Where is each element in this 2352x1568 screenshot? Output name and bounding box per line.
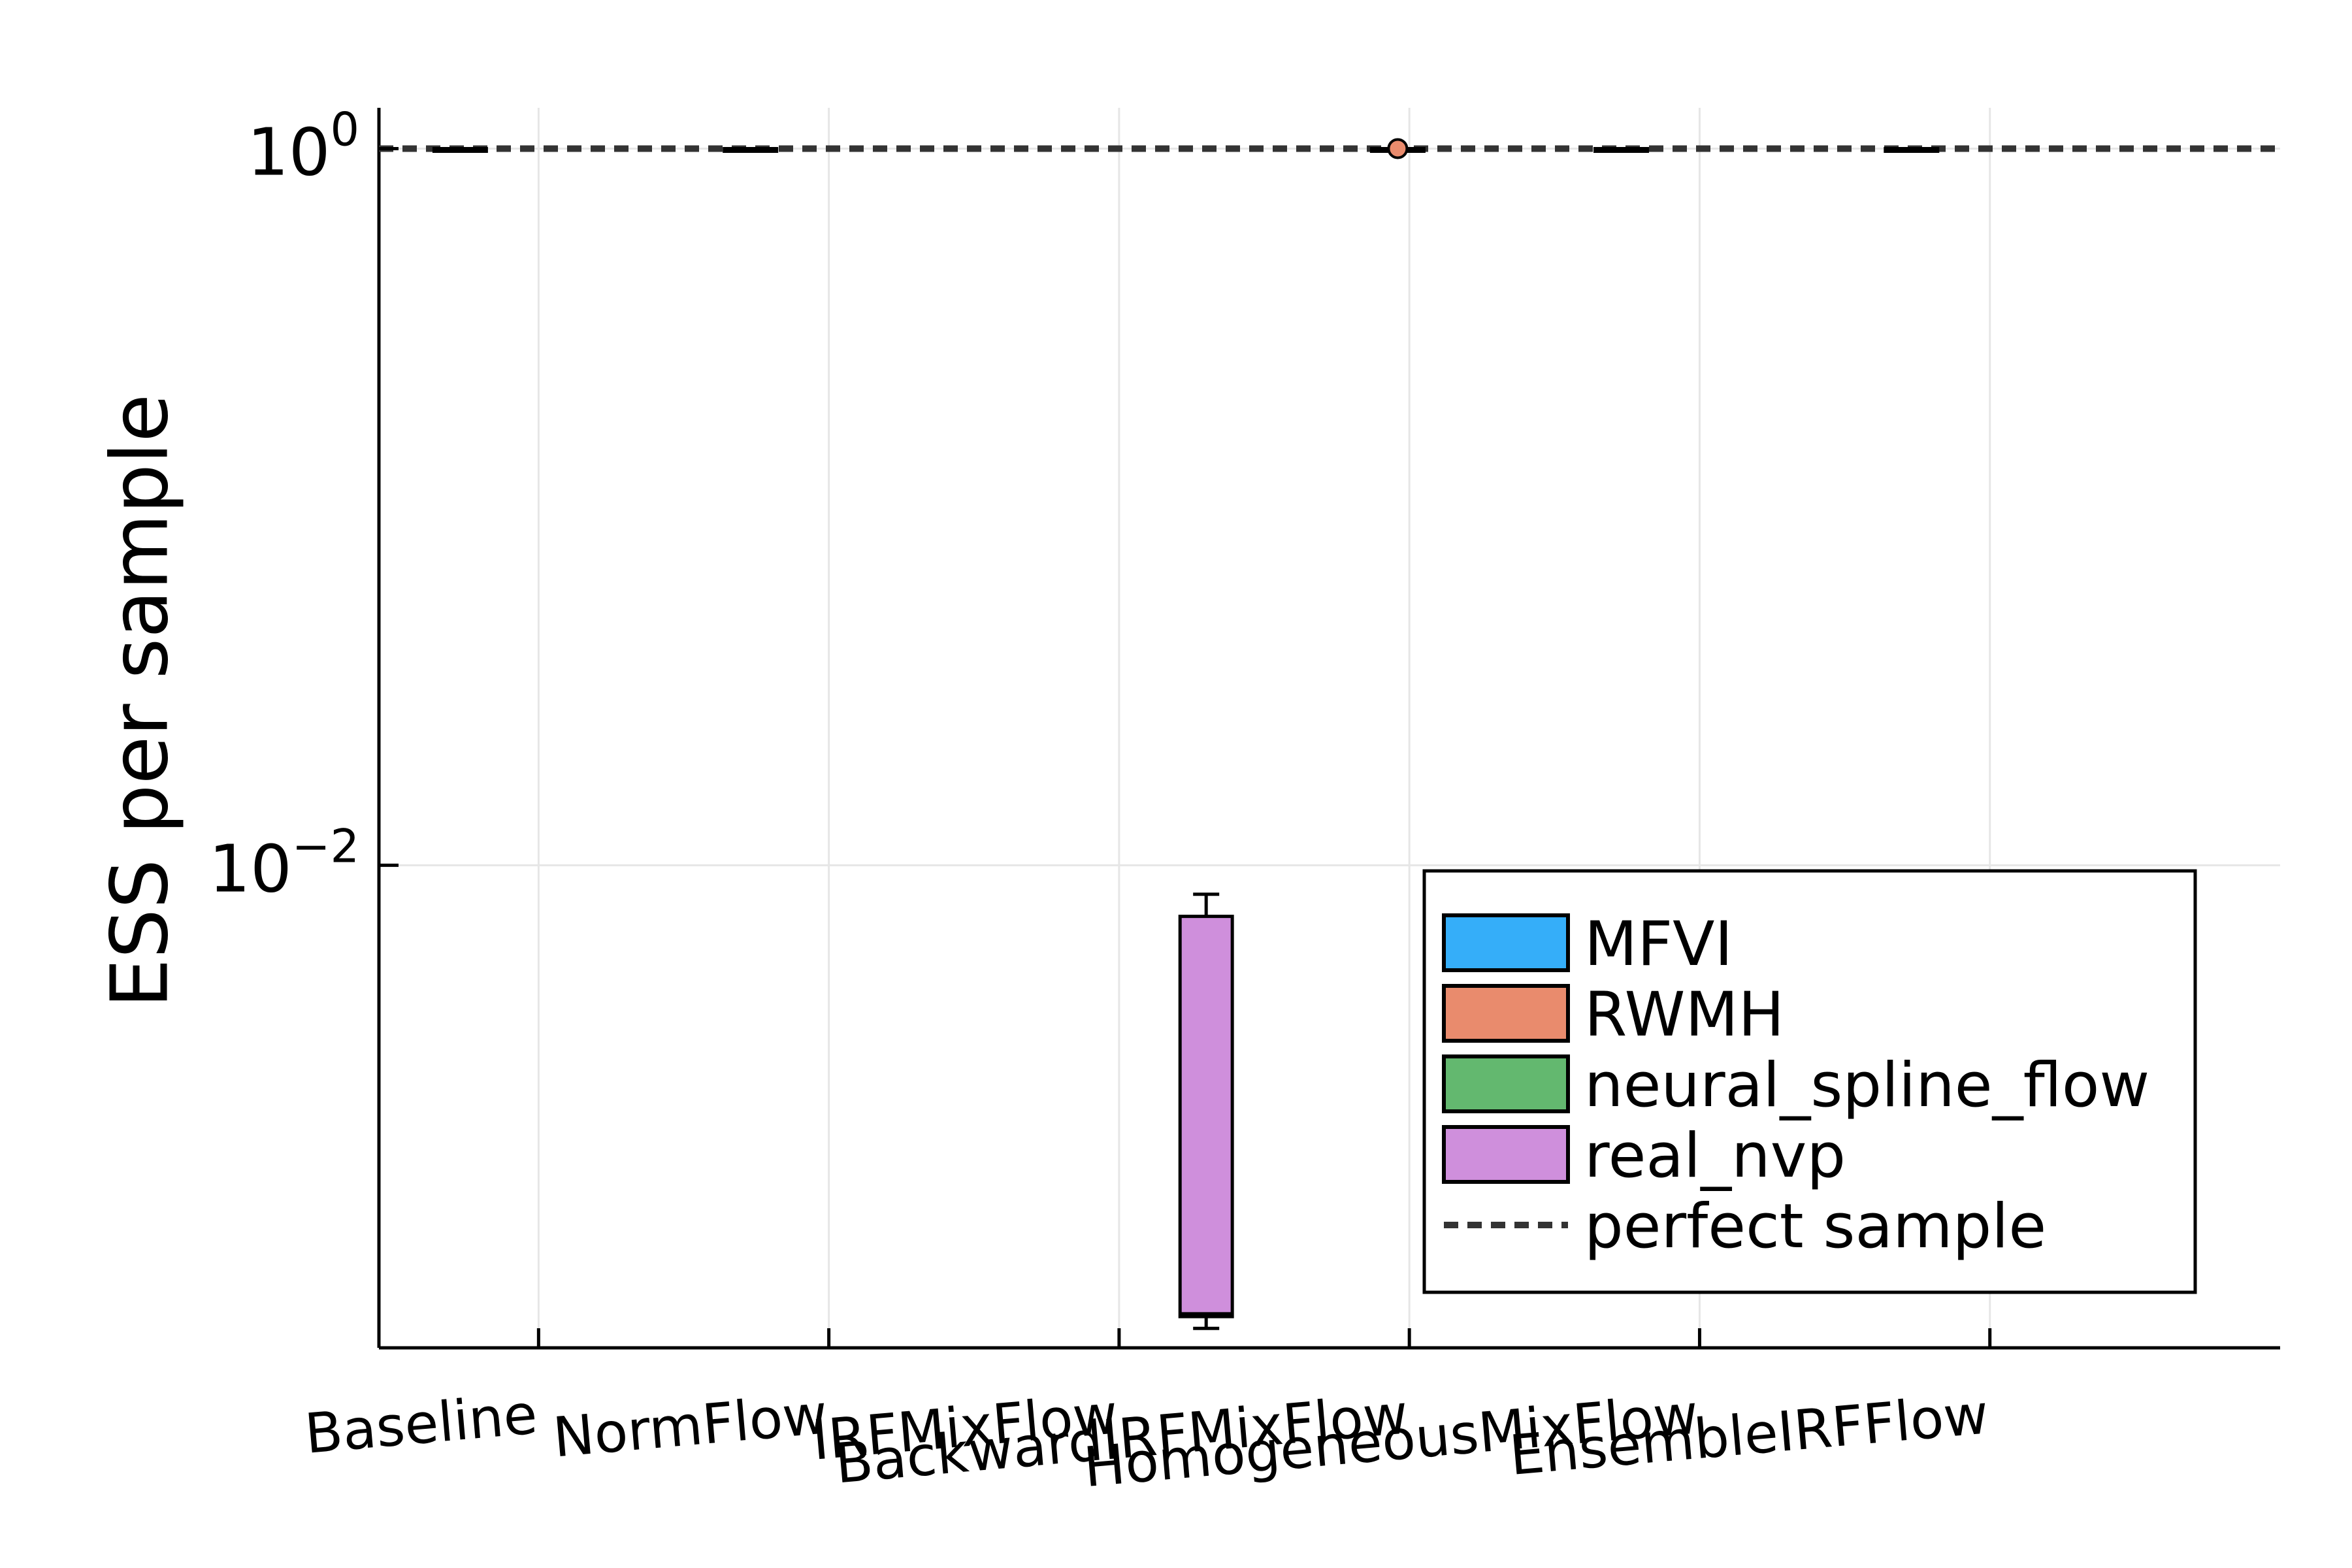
legend-label: RWMH <box>1584 979 1784 1051</box>
legend-label: perfect sample <box>1584 1191 2046 1262</box>
legend-label: MFVI <box>1584 909 1733 980</box>
legend-label: real_nvp <box>1584 1120 1846 1192</box>
outlier-point <box>1387 138 1409 159</box>
legend-swatch <box>1442 984 1570 1043</box>
box-real-nvp <box>1178 915 1234 1318</box>
legend-label: neural_spline_flow <box>1584 1050 2149 1121</box>
legend: MFVIRWMHneural_spline_flowreal_nvpperfec… <box>1422 869 2197 1294</box>
plot-marks <box>379 138 2280 1330</box>
legend-swatch <box>1442 1125 1570 1184</box>
legend-swatch <box>1442 1054 1570 1113</box>
y-tick-label: 10−2 <box>209 819 359 907</box>
y-axis-label: ESS per sample <box>95 394 186 1008</box>
axes <box>377 108 2280 1350</box>
legend-swatch <box>1442 913 1570 972</box>
x-tick-label: Baseline <box>302 1382 540 1466</box>
y-tick-label: 100 <box>247 103 359 190</box>
x-tick-label: NormFlow <box>551 1382 830 1469</box>
